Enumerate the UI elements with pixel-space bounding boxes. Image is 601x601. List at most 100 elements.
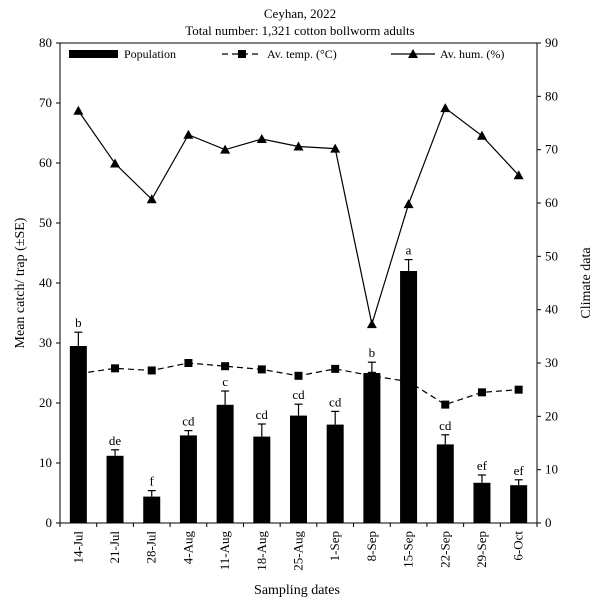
y2-tick-label: 80 <box>545 88 558 103</box>
significance-letter: cd <box>329 394 342 409</box>
significance-letter: cd <box>292 387 305 402</box>
temperature-marker <box>294 371 303 380</box>
chart-subtitle: Total number: 1,321 cotton bollworm adul… <box>185 23 414 38</box>
legend: Population Av. temp. (°C) Av. hum. (%) <box>69 47 504 61</box>
temperature-marker <box>367 371 376 380</box>
significance-letter: c <box>222 374 228 389</box>
x-tick-label: 4-Aug <box>180 531 195 565</box>
significance-letter: cd <box>439 418 452 433</box>
population-bar <box>179 435 197 523</box>
x-tick-label: 21-Jul <box>107 531 122 564</box>
y2-tick-label: 20 <box>545 408 558 423</box>
significance-letter: cd <box>256 407 269 422</box>
temperature-marker <box>514 385 523 394</box>
y2-tick-label: 10 <box>545 462 558 477</box>
y-tick-label: 0 <box>46 515 53 530</box>
significance-letter: ef <box>514 463 525 478</box>
humidity-marker <box>220 144 231 154</box>
temperature-marker <box>331 364 340 373</box>
y-tick-label: 60 <box>39 155 52 170</box>
population-bar <box>290 415 307 523</box>
y2-tick-label: 90 <box>545 35 558 50</box>
x-tick-label: 1-Sep <box>327 531 342 561</box>
y2-tick-label: 60 <box>545 195 558 210</box>
temperature-marker <box>111 364 120 373</box>
significance-letter: f <box>150 474 155 489</box>
significance-letter: b <box>75 315 82 330</box>
significance-letter: b <box>369 345 376 360</box>
population-bar <box>216 404 234 523</box>
temperature-marker <box>404 377 413 386</box>
y-tick-label: 30 <box>39 335 52 350</box>
y-tick-label: 80 <box>39 35 52 50</box>
humidity-marker <box>256 134 267 143</box>
y2-tick-label: 50 <box>545 248 558 263</box>
x-tick-label: 8-Sep <box>364 531 379 561</box>
x-tick-label: 15-Sep <box>401 531 416 568</box>
humidity-marker <box>330 143 341 153</box>
y2-tick-label: 0 <box>545 515 552 530</box>
humidity-marker <box>366 319 377 329</box>
legend-humidity-label: Av. hum. (%) <box>440 47 504 61</box>
temperature-marker <box>147 366 156 375</box>
x-tick-label: 11-Aug <box>217 531 232 571</box>
population-bar <box>326 424 344 523</box>
humidity-marker <box>146 194 157 204</box>
population-bar <box>363 373 381 523</box>
population-bar <box>143 496 161 523</box>
temperature-marker <box>257 365 266 374</box>
y-axis-label: Mean catch/ trap (±SE) <box>13 217 28 348</box>
temperature-marker <box>221 362 230 371</box>
humidity-marker <box>293 141 304 151</box>
x-tick-label: 29-Sep <box>474 531 489 568</box>
humidity-marker <box>73 105 84 115</box>
x-tick-label: 18-Aug <box>254 531 269 571</box>
humidity-marker <box>110 158 121 168</box>
y2-axis-label: Climate data <box>579 247 594 319</box>
legend-temperature-marker <box>238 50 246 58</box>
population-bar <box>106 455 124 523</box>
significance-letter: de <box>109 433 122 448</box>
population-bar <box>436 444 454 523</box>
x-tick-label: 28-Jul <box>144 531 159 564</box>
significance-letter: ef <box>477 458 488 473</box>
population-bar <box>400 271 418 523</box>
temperature-marker <box>184 359 193 367</box>
population-bar <box>473 482 491 523</box>
population-bars: b de f cd c cd cd cd b a cd ef ef <box>69 243 528 523</box>
y-tick-label: 70 <box>39 95 52 110</box>
legend-population-label: Population <box>124 47 176 61</box>
legend-population-swatch <box>69 50 118 58</box>
y-tick-label: 20 <box>39 395 52 410</box>
y-tick-label: 10 <box>39 455 52 470</box>
humidity-marker <box>183 129 194 139</box>
axes: 0 10 20 30 40 50 60 70 80 0 10 20 30 40 50 60 70 80 90 14-J… <box>39 35 558 571</box>
humidity-marker <box>476 130 487 140</box>
population-bar <box>69 346 87 523</box>
climate-lines <box>73 103 524 409</box>
y-tick-label: 50 <box>39 215 52 230</box>
y2-tick-label: 70 <box>545 142 558 157</box>
humidity-marker <box>513 170 524 180</box>
humidity-marker <box>440 103 451 113</box>
population-bar <box>510 485 528 523</box>
legend-humidity-marker <box>408 49 418 58</box>
chart-title: Ceyhan, 2022 <box>264 6 336 21</box>
x-tick-label: 22-Sep <box>437 531 452 568</box>
x-axis-label: Sampling dates <box>254 583 340 598</box>
significance-letter: a <box>406 243 412 258</box>
temperature-marker <box>477 388 486 397</box>
legend-temperature-label: Av. temp. (°C) <box>267 47 337 61</box>
x-tick-label: 25-Aug <box>291 531 306 571</box>
y2-tick-label: 30 <box>545 355 558 370</box>
humidity-line <box>77 107 520 325</box>
significance-letter: cd <box>182 414 195 429</box>
population-bar <box>253 436 271 523</box>
humidity-marker <box>403 199 414 209</box>
temperature-marker <box>441 400 450 409</box>
x-tick-label: 14-Jul <box>70 531 85 564</box>
y2-tick-label: 40 <box>545 302 558 317</box>
y-tick-label: 40 <box>39 275 52 290</box>
x-tick-label: 6-Oct <box>511 531 526 561</box>
